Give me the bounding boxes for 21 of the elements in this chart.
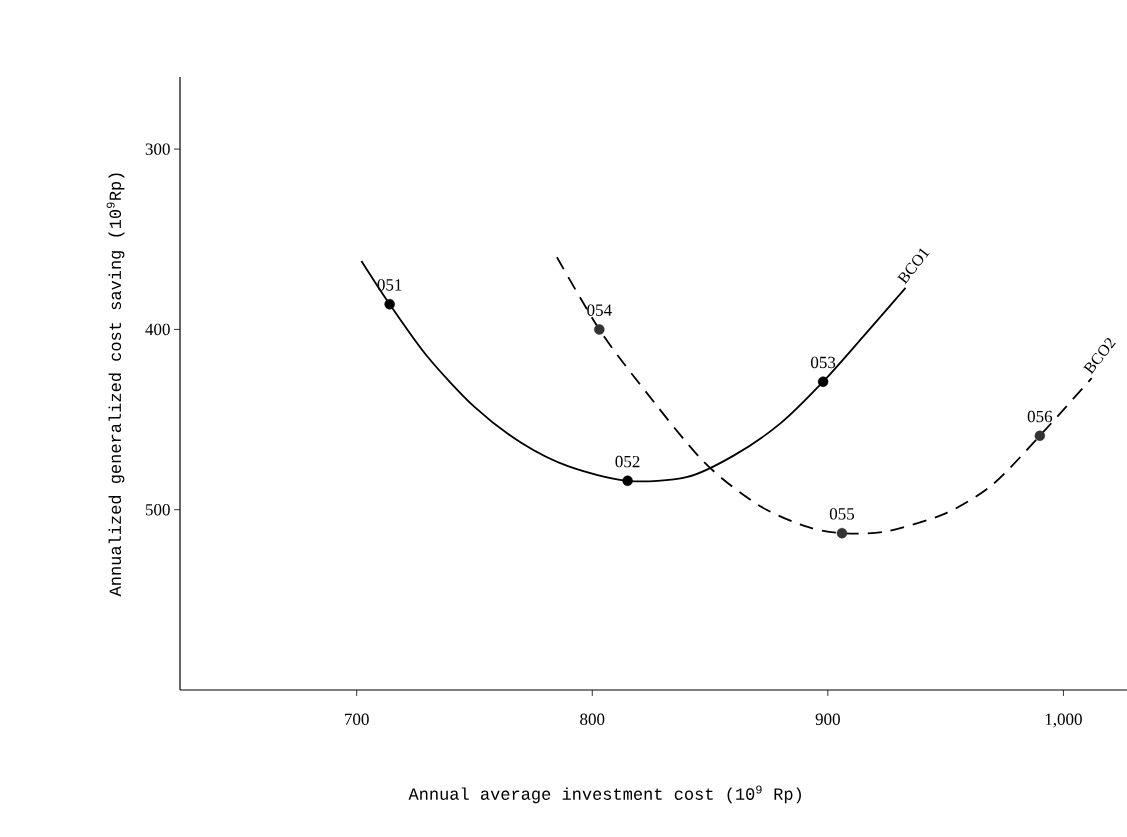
y-tick-label: 300 bbox=[145, 143, 170, 155]
point bbox=[384, 298, 395, 310]
y-tick-label: 500 bbox=[145, 503, 170, 516]
annotation: 051 bbox=[377, 279, 402, 291]
annotation: 055 bbox=[829, 508, 855, 520]
y-tick-label: 400 bbox=[145, 323, 170, 336]
y-axis-title: Annualized generalized cost saving (10$^{9}$Rp) bbox=[106, 173, 125, 597]
annotation: 053 bbox=[811, 356, 836, 369]
x-tick-label: 1,000 bbox=[1045, 713, 1082, 728]
point bbox=[817, 376, 829, 387]
x-axis-title: Annual average investment cost (10$^{9}$ Rp) bbox=[408, 785, 801, 804]
point bbox=[594, 324, 605, 335]
annotation: 052 bbox=[615, 455, 640, 468]
point bbox=[622, 475, 633, 487]
annotation: 054 bbox=[587, 304, 612, 316]
x-tick-label: 900 bbox=[815, 713, 840, 726]
x-tick-label: 800 bbox=[580, 713, 605, 726]
annotation: 056 bbox=[1027, 410, 1053, 423]
point bbox=[836, 527, 848, 539]
x-tick-label: 700 bbox=[345, 713, 369, 726]
point bbox=[1034, 430, 1046, 441]
